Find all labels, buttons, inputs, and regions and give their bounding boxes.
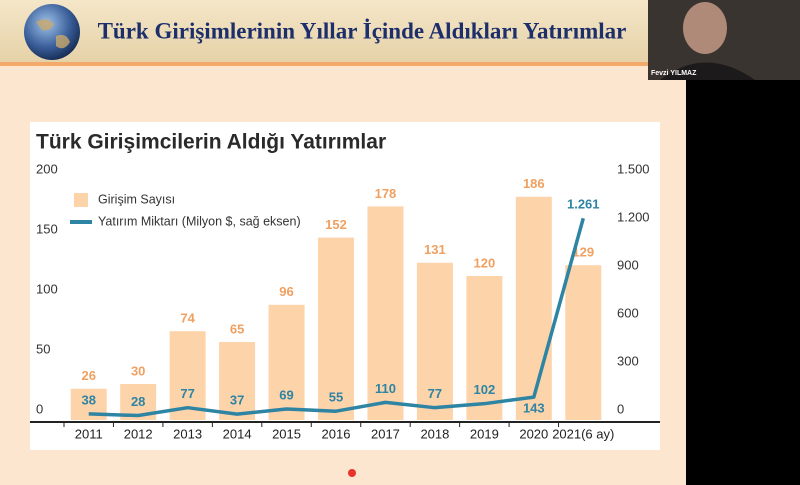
y2-tick-label: 0 [617,401,624,416]
globe-land [36,19,70,49]
y-tick-label: 100 [36,281,58,296]
x-tick-label: 2013 [173,426,202,441]
slide-title: Türk Girişimlerinin Yıllar İçinde Aldıkl… [98,18,627,43]
bar-value-label: 178 [375,186,397,201]
line-value-label: 69 [279,387,293,402]
legend-label: Girişim Sayısı [98,192,175,206]
bar [367,206,404,420]
y2-tick-label: 600 [617,305,639,320]
bar [565,265,602,420]
bar [416,262,453,420]
x-tick-label: 2019 [470,426,499,441]
globe-icon [24,4,80,60]
webcam-body [660,62,755,80]
bar-value-label: 30 [131,363,145,378]
bar [219,342,256,420]
x-tick-label: 2021(6 ay) [552,426,614,441]
bar-value-label: 26 [81,368,95,383]
bar [169,331,206,420]
line-value-label: 1.261 [567,197,600,212]
bar [515,196,552,420]
bar-value-label: 129 [572,245,594,260]
webcam-face [683,2,727,54]
y2-tick-label: 1.500 [617,161,650,176]
line-value-label: 143 [523,401,545,416]
webcam-name: Fevzi YILMAZ [651,70,697,77]
y2-tick-label: 1.200 [617,209,650,224]
line-value-label: 37 [230,393,244,408]
bar-value-label: 96 [279,284,293,299]
bar [268,304,305,420]
line [88,217,585,418]
chart-title: Türk Girişimcilerin Aldığı Yatırımlar [36,131,386,154]
y2-tick-label: 900 [617,257,639,272]
line-value-label: 28 [131,394,145,409]
x-tick-label: 2014 [223,426,252,441]
line-value-label: 55 [329,390,343,405]
x-tick-label: 2011 [75,426,103,441]
x-tick-label: 2018 [420,426,449,441]
x-tick-label: 2017 [371,426,400,441]
plot: 0 50 100 150 200 0 300 600 900 1.200 1.500 26 30 74 65… [30,161,660,441]
line-value-label: 110 [375,381,396,396]
bar-value-label: 65 [230,321,244,336]
bar [466,276,503,420]
x-tick-label: 2012 [124,426,153,441]
bar [318,237,354,420]
y-tick-label: 150 [36,221,58,236]
bar-value-label: 120 [474,255,496,270]
bar-value-label: 131 [424,242,446,257]
y2-tick-label: 300 [617,353,639,368]
legend-swatch [74,193,88,207]
line-value-label: 77 [180,386,194,401]
y-tick-label: 0 [36,401,43,416]
laser-pointer [348,469,356,477]
bar-value-label: 186 [523,176,545,191]
banner [0,0,686,62]
banner-rule [0,62,686,66]
line-value-label: 38 [81,392,95,407]
x-tick-label: 2020 [519,426,548,441]
y-tick-label: 50 [36,341,50,356]
x-tick-label: 2015 [272,426,301,441]
line-value-label: 102 [474,382,496,397]
y-tick-label: 200 [36,161,58,176]
legend-label: Yatırım Miktarı (Milyon $, sağ eksen) [98,214,301,228]
x-tick-label: 2016 [322,426,351,441]
bar-value-label: 152 [325,217,347,232]
bar-value-label: 74 [180,311,195,326]
line-value-label: 77 [428,386,442,401]
